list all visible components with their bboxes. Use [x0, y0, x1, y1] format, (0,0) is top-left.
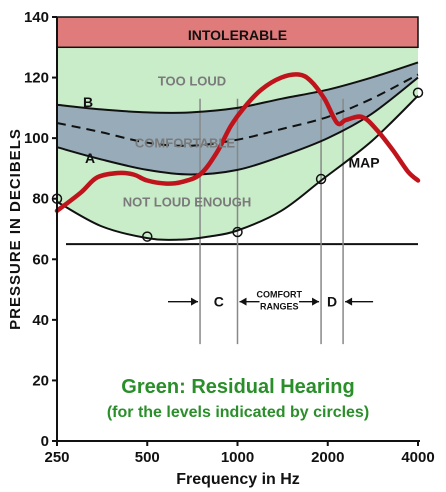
residual-circle-point — [142, 231, 153, 242]
y-tick-label: 140 — [24, 9, 49, 26]
range-c-label: C — [214, 294, 224, 310]
y-tick-label: 0 — [41, 433, 49, 450]
too-loud-label: TOO LOUD — [158, 74, 226, 89]
comfortable-label: COMFORTABLE — [135, 136, 235, 151]
y-tick-label: 120 — [24, 70, 49, 87]
plot-area — [51, 16, 424, 345]
x-tick-label: 500 — [135, 449, 160, 466]
arrow-comfort-right-head — [312, 297, 320, 306]
range-d-label: D — [327, 294, 337, 310]
x-axis-label: Frequency in Hz — [176, 471, 300, 488]
curve-b — [56, 61, 419, 114]
curve-b-label: B — [83, 94, 93, 110]
intolerable-label: INTOLERABLE — [188, 27, 287, 43]
curve-a-label: A — [85, 150, 95, 166]
not-loud-enough-label: NOT LOUD ENOUGH — [123, 195, 252, 210]
comfortable-midline — [56, 73, 419, 147]
note-subtitle: (for the levels indicated by circles) — [107, 404, 369, 421]
arrow-c-head — [191, 297, 199, 306]
x-tick-label: 1000 — [221, 449, 254, 466]
curve-a — [56, 76, 419, 176]
x-tick-label: 2000 — [311, 449, 344, 466]
x-tick-label: 250 — [44, 449, 69, 466]
note-title: Green: Residual Hearing — [121, 376, 354, 398]
residual-threshold-curve — [56, 94, 419, 241]
arrow-d-head — [345, 297, 353, 306]
arrow-comfort-left-head — [239, 297, 247, 306]
labels: INTOLERABLE TOO LOUD COMFORTABLE NOT LOUD E… — [83, 27, 380, 421]
ranges-label: RANGES — [260, 302, 299, 312]
residual-circle-point — [412, 87, 424, 98]
residual-circle-point — [232, 226, 243, 238]
y-axis-label: PRESSURE IN DECIBELS — [7, 128, 24, 330]
y-tick-label: 40 — [32, 312, 49, 329]
map-curve — [54, 72, 421, 214]
comfort-label: COMFORT — [257, 290, 303, 300]
map-label: MAP — [348, 154, 379, 170]
y-tick-label: 20 — [32, 372, 49, 389]
y-tick-label: 60 — [32, 251, 49, 268]
x-tick-label: 4000 — [401, 449, 434, 466]
y-tick-label: 100 — [24, 130, 49, 147]
axes: 0 20 40 60 80 100 120 140 250 500 1000 2000 4000 Freq… — [7, 9, 435, 488]
residual-circle-point — [315, 173, 327, 185]
y-tick-label: 80 — [32, 191, 49, 208]
